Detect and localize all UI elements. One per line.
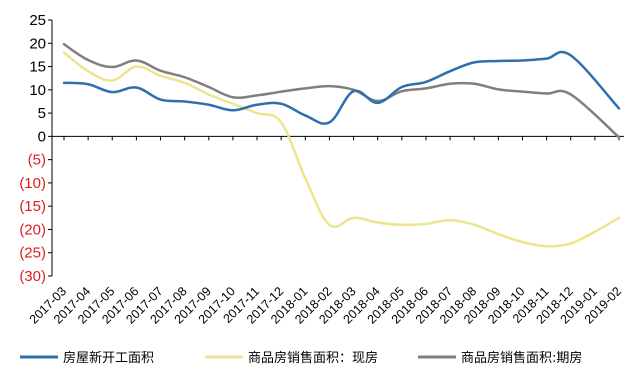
- legend: 房屋新开工面积 商品房销售面积：现房 商品房销售面积:期房: [20, 350, 582, 366]
- y-tick-label: (10): [19, 175, 46, 192]
- legend-item-sales-presale: 商品房销售面积:期房: [418, 350, 582, 366]
- y-tick-label: 25: [29, 12, 46, 29]
- y-tick-label: (25): [19, 245, 46, 262]
- y-tick-label: 15: [29, 59, 46, 76]
- legend-label-new-construction: 房屋新开工面积: [63, 350, 154, 366]
- y-tick-label: (15): [19, 198, 46, 215]
- y-tick-label: (30): [19, 268, 46, 285]
- y-tick-label: 5: [38, 105, 46, 122]
- legend-item-new-construction: 房屋新开工面积: [20, 350, 154, 366]
- y-axis: 25 20 15 10 5 0 (5) (10) (15) (20) (25) (30): [19, 12, 52, 285]
- series-layer: [64, 44, 619, 246]
- legend-label-sales-presale: 商品房销售面积:期房: [461, 350, 582, 366]
- x-axis: 2017-032017-042017-052017-062017-072017-…: [27, 136, 624, 326]
- y-tick-label: (20): [19, 221, 46, 238]
- y-tick-label: (5): [28, 152, 46, 169]
- series-sales-completed-line: [64, 53, 619, 247]
- legend-label-sales-completed: 商品房销售面积：现房: [248, 350, 378, 366]
- y-tick-label: 10: [29, 82, 46, 99]
- series-sales-presale-line: [64, 44, 619, 137]
- legend-item-sales-completed: 商品房销售面积：现房: [205, 350, 378, 366]
- y-tick-label: 0: [38, 128, 46, 145]
- y-tick-label: 20: [29, 35, 46, 52]
